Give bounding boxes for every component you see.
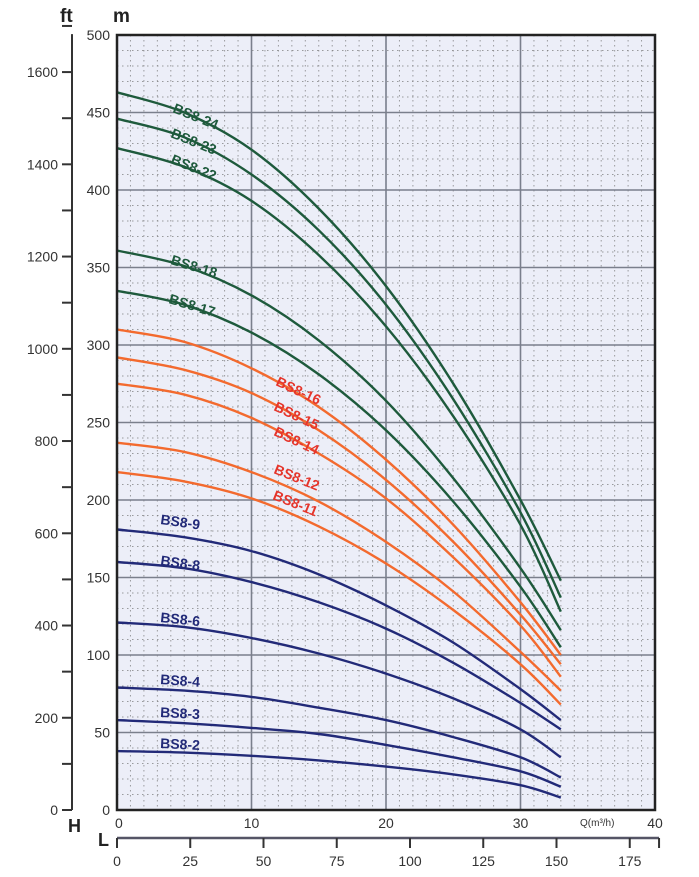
curve-bs8-12: [116, 441, 562, 692]
ft-tick-label: 1600: [27, 64, 58, 80]
ft-tick-label: 1200: [27, 249, 58, 265]
m-axis-unit: m: [113, 6, 130, 27]
x-tick-label: 30: [513, 815, 529, 831]
curve-bs8-2: [116, 749, 562, 799]
y-tick-label: 50: [94, 725, 110, 741]
l-tick-label: 50: [256, 853, 272, 869]
x-axis-unit: Q(m³/h): [580, 818, 614, 829]
curve-label-bs8-3: BS8-3: [160, 704, 201, 722]
curve-bs8-8: [116, 560, 562, 731]
curve-label-bs8-4: BS8-4: [160, 671, 201, 690]
x-tick-label: 20: [378, 815, 394, 831]
y-tick-label: 250: [87, 415, 111, 431]
curve-label-bs8-9: BS8-9: [160, 511, 202, 532]
curve-bs8-9: [116, 528, 562, 722]
y-tick-label: 200: [87, 492, 111, 508]
curve-bs8-15: [116, 356, 562, 666]
ft-tick-label: 400: [35, 618, 59, 634]
ft-tick-label: 1400: [27, 156, 58, 172]
y-tick-label: 350: [87, 260, 111, 276]
ft-tick-label: 200: [35, 710, 59, 726]
x-tick-label: 40: [647, 815, 663, 831]
l-tick-label: 75: [329, 853, 345, 869]
ft-tick-label: 800: [35, 433, 59, 449]
x-tick-label: 0: [115, 815, 123, 831]
ft-axis-unit: ft: [60, 6, 73, 27]
l-tick-label: 25: [182, 853, 198, 869]
l-tick-label: 175: [618, 853, 642, 869]
curve-bs8-11: [116, 470, 562, 706]
l-tick-label: 125: [472, 853, 496, 869]
curve-bs8-6: [116, 621, 562, 759]
ft-tick-label: 0: [50, 802, 58, 818]
curve-label-bs8-6: BS8-6: [160, 609, 201, 629]
l-tick-label: 100: [398, 853, 422, 869]
y-tick-label: 500: [87, 27, 111, 43]
curve-bs8-24: [116, 91, 562, 582]
curve-bs8-18: [116, 249, 562, 631]
h-axis-label: H: [68, 816, 81, 836]
x-tick-label: 10: [244, 815, 260, 831]
y-tick-label: 0: [102, 802, 110, 818]
ft-tick-label: 600: [35, 525, 59, 541]
curve-bs8-16: [116, 328, 562, 656]
curve-bs8-22: [116, 146, 562, 613]
curve-label-bs8-2: BS8-2: [160, 735, 201, 753]
l-tick-label: 0: [113, 853, 121, 869]
curve-bs8-4: [116, 686, 562, 779]
y-tick-label: 300: [87, 337, 111, 353]
curve-bs8-14: [116, 382, 562, 678]
y-tick-label: 400: [87, 182, 111, 198]
ft-tick-label: 1000: [27, 341, 58, 357]
curve-bs8-17: [116, 289, 562, 648]
curve-label-bs8-8: BS8-8: [160, 552, 202, 573]
plot-frame: [115, 33, 657, 812]
y-tick-label: 150: [87, 570, 111, 586]
y-tick-label: 450: [87, 105, 111, 121]
l-axis-label: L: [98, 830, 109, 850]
curve-bs8-23: [116, 117, 562, 599]
l-tick-label: 150: [545, 853, 569, 869]
y-tick-label: 100: [87, 647, 111, 663]
curve-bs8-3: [116, 718, 562, 788]
